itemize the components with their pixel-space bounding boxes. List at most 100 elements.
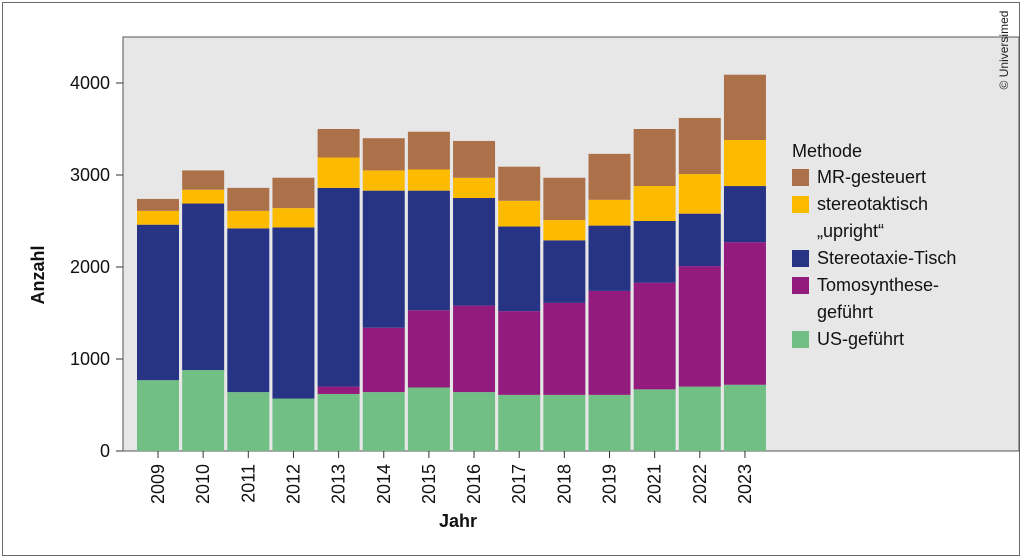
bar-segment-2012-series-3 xyxy=(272,208,315,228)
legend-label-3: Tomosynthese- xyxy=(817,275,939,295)
bar-segment-2011-series-4 xyxy=(227,187,270,211)
bar-segment-2019-series-0 xyxy=(588,394,631,451)
bar-segment-2011-series-2 xyxy=(227,228,270,393)
y-tick-label: 2000 xyxy=(70,257,110,277)
bar-segment-2012-series-4 xyxy=(272,177,315,209)
bar-segment-2014-series-0 xyxy=(362,392,405,451)
bar-segment-2017-series-4 xyxy=(498,166,541,201)
bar-segment-2013-series-3 xyxy=(317,157,360,188)
legend: Methode MR-gesteuert stereotaktisch „uprig… xyxy=(792,141,956,349)
bar-segment-2021-series-1 xyxy=(633,282,676,390)
bar-segment-2023-series-3 xyxy=(723,140,766,187)
bar-segment-2018-series-3 xyxy=(543,220,586,241)
bar-segment-2023-series-0 xyxy=(723,384,766,451)
bar-segment-2012-series-0 xyxy=(272,398,315,451)
x-tick-label: 2010 xyxy=(193,464,213,504)
x-tick-label: 2015 xyxy=(419,464,439,504)
y-axis-title: Anzahl xyxy=(28,245,48,304)
legend-swatch-1 xyxy=(792,196,809,213)
x-axis-title: Jahr xyxy=(439,511,477,531)
bar-segment-2010-series-4 xyxy=(182,170,225,190)
bar-segment-2022-series-0 xyxy=(678,386,721,451)
bar-segment-2015-series-3 xyxy=(407,169,450,191)
y-axis: 0 1000 2000 3000 4000 xyxy=(70,73,123,461)
bar-segment-2019-series-3 xyxy=(588,199,631,226)
legend-title: Methode xyxy=(792,141,862,161)
bar-segment-2017-series-0 xyxy=(498,394,541,451)
bar-segment-2018-series-2 xyxy=(543,240,586,303)
bar-segment-2010-series-0 xyxy=(182,370,225,451)
bar-segment-2019-series-2 xyxy=(588,225,631,291)
bar-segment-2022-series-2 xyxy=(678,213,721,267)
bar-segment-2014-series-3 xyxy=(362,170,405,191)
x-tick-label: 2016 xyxy=(464,464,484,504)
x-tick-label: 2013 xyxy=(329,464,349,504)
legend-label-2: Stereotaxie-Tisch xyxy=(817,248,956,268)
bar-segment-2013-series-0 xyxy=(317,393,360,451)
x-tick-label: 2023 xyxy=(735,464,755,504)
bar-segment-2021-series-3 xyxy=(633,186,676,221)
legend-swatch-0 xyxy=(792,169,809,186)
bar-segment-2016-series-0 xyxy=(453,392,496,451)
x-tick-label: 2019 xyxy=(600,464,620,504)
bar-segment-2013-series-4 xyxy=(317,129,360,158)
bar-segment-2012-series-2 xyxy=(272,227,315,399)
bar-segment-2014-series-4 xyxy=(362,138,405,171)
bar-segment-2015-series-0 xyxy=(407,387,450,451)
bar-segment-2009-series-4 xyxy=(137,198,179,211)
bar-segment-2021-series-4 xyxy=(633,129,676,187)
bar-segment-2013-series-1 xyxy=(317,386,360,394)
bar-segment-2019-series-1 xyxy=(588,290,631,395)
bar-segment-2009-series-2 xyxy=(137,224,179,381)
bar-segment-2022-series-3 xyxy=(678,174,721,214)
copyright-notice: © Universimed xyxy=(997,11,1011,90)
bar-segment-2009-series-0 xyxy=(137,380,179,451)
x-axis: 2009 2010 2011 2012 2013 2014 2015 2016 2017 2018… xyxy=(148,451,755,504)
bar-segment-2023-series-1 xyxy=(723,242,766,385)
bar-segment-2022-series-1 xyxy=(678,266,721,387)
y-tick-label: 1000 xyxy=(70,349,110,369)
bar-segment-2023-series-4 xyxy=(723,74,766,141)
legend-swatch-2 xyxy=(792,250,809,267)
legend-swatch-4 xyxy=(792,331,809,348)
bar-segment-2010-series-2 xyxy=(182,203,225,371)
bar-segment-2016-series-1 xyxy=(453,305,496,393)
bar-segment-2023-series-2 xyxy=(723,186,766,243)
bar-segment-2018-series-0 xyxy=(543,394,586,451)
bar-segment-2016-series-3 xyxy=(453,177,496,198)
bar-segment-2011-series-3 xyxy=(227,210,270,229)
bar-segment-2017-series-1 xyxy=(498,311,541,395)
bar-segment-2019-series-4 xyxy=(588,153,631,200)
bar-segment-2015-series-2 xyxy=(407,190,450,311)
y-tick-label: 0 xyxy=(100,441,110,461)
bar-segment-2021-series-0 xyxy=(633,389,676,451)
bar-segment-2017-series-2 xyxy=(498,226,541,312)
bars-group xyxy=(137,74,766,451)
x-tick-label: 2011 xyxy=(238,464,258,503)
x-tick-label: 2009 xyxy=(148,464,168,504)
bar-segment-2016-series-4 xyxy=(453,140,496,178)
x-tick-label: 2017 xyxy=(509,464,529,504)
bar-segment-2010-series-3 xyxy=(182,189,225,204)
bar-segment-2018-series-1 xyxy=(543,302,586,395)
bar-segment-2014-series-1 xyxy=(362,327,405,393)
bar-segment-2009-series-3 xyxy=(137,210,179,225)
y-tick-label: 3000 xyxy=(70,165,110,185)
legend-swatch-3 xyxy=(792,277,809,294)
bar-segment-2015-series-1 xyxy=(407,310,450,388)
legend-label-1: „upright“ xyxy=(817,221,884,241)
bar-segment-2014-series-2 xyxy=(362,190,405,328)
bar-segment-2022-series-4 xyxy=(678,117,721,175)
x-tick-label: 2014 xyxy=(374,464,394,504)
bar-segment-2018-series-4 xyxy=(543,177,586,221)
bar-segment-2016-series-2 xyxy=(453,198,496,306)
bar-segment-2015-series-4 xyxy=(407,131,450,170)
legend-label-4: US-geführt xyxy=(817,329,904,349)
bar-segment-2017-series-3 xyxy=(498,200,541,227)
bar-segment-2011-series-0 xyxy=(227,392,270,451)
x-tick-label: 2021 xyxy=(645,464,665,504)
x-tick-label: 2012 xyxy=(283,464,303,504)
legend-label-3: geführt xyxy=(817,302,873,322)
legend-label-0: MR-gesteuert xyxy=(817,167,926,187)
